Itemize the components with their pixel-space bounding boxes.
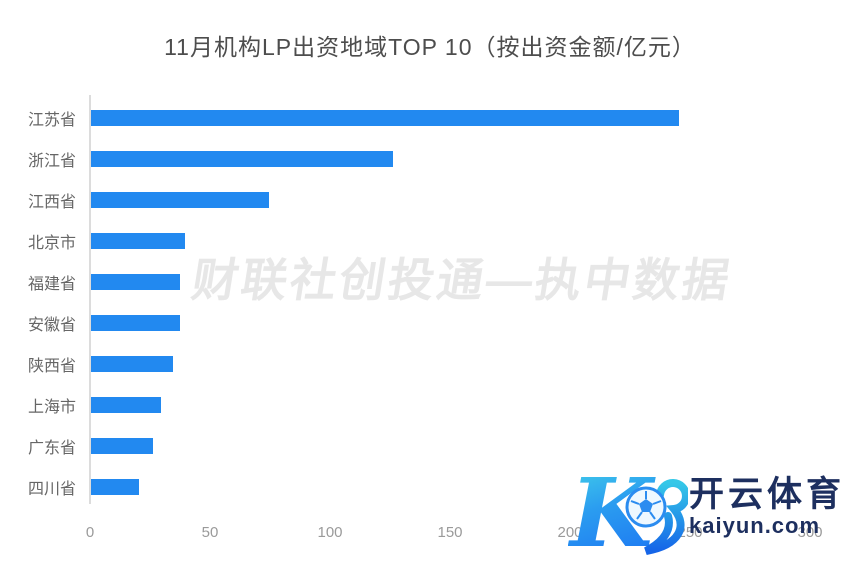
kaiyun-logo: K 开云体育 kaiyun.com	[568, 450, 860, 560]
bar-row: 陕西省	[10, 343, 850, 384]
bar-track	[90, 396, 850, 413]
bar-row: 江苏省	[10, 97, 850, 138]
bar	[91, 232, 185, 249]
x-tick-label: 150	[437, 524, 463, 541]
bar-rows: 江苏省浙江省江西省北京市福建省安徽省陕西省上海市广东省四川省	[10, 97, 850, 507]
bar	[91, 191, 269, 208]
category-label: 福建省	[27, 275, 76, 293]
x-tick-label: 50	[201, 524, 219, 541]
bar-track	[90, 191, 850, 208]
category-label: 广东省	[27, 439, 76, 457]
category-label: 安徽省	[27, 316, 76, 334]
bar	[91, 150, 394, 167]
x-tick-label: 200	[557, 524, 583, 541]
bar-row: 浙江省	[10, 138, 850, 179]
bar-track	[90, 478, 850, 495]
category-label: 浙江省	[27, 152, 76, 170]
category-label: 上海市	[27, 398, 76, 416]
x-axis-ticks: 0 50 100 150 200 250 300	[10, 524, 850, 544]
bar-track	[90, 314, 850, 331]
category-label: 北京市	[27, 234, 76, 252]
logo-brand-name: 开云体育	[689, 475, 846, 514]
bar	[91, 437, 154, 454]
y-axis-line	[89, 95, 91, 504]
category-label: 四川省	[27, 480, 76, 498]
logo-domain: kaiyun.com	[689, 513, 821, 538]
bar-row: 福建省	[10, 261, 850, 302]
kaiyun-k-icon: K	[568, 458, 688, 560]
bar	[91, 478, 139, 495]
category-label: 江苏省	[27, 111, 76, 129]
bar-track	[90, 355, 850, 372]
soccer-ball-icon	[625, 486, 667, 528]
bar-track	[90, 232, 850, 249]
bar	[91, 273, 180, 290]
category-label: 江西省	[27, 193, 76, 211]
bar-row: 上海市	[10, 384, 850, 425]
bar	[91, 109, 679, 126]
bar-track	[90, 273, 850, 290]
x-tick-label: 300	[797, 524, 823, 541]
bar-row: 江西省	[10, 179, 850, 220]
category-label: 陕西省	[27, 357, 76, 375]
bar	[91, 355, 173, 372]
bar-row: 北京市	[10, 220, 850, 261]
bar-track	[90, 150, 850, 167]
bar	[91, 396, 161, 413]
plot-area: 江苏省浙江省江西省北京市福建省安徽省陕西省上海市广东省四川省	[10, 95, 850, 507]
bar-row: 四川省	[10, 466, 850, 507]
bar	[91, 314, 180, 331]
bar-row: 安徽省	[10, 302, 850, 343]
chart-title: 11月机构LP出资地域TOP 10（按出资金额/亿元）	[164, 34, 696, 60]
bar-track	[90, 437, 850, 454]
x-tick-label: 0	[85, 524, 95, 541]
x-tick-label: 100	[317, 524, 343, 541]
bar-row: 广东省	[10, 425, 850, 466]
bar-track	[90, 109, 850, 126]
